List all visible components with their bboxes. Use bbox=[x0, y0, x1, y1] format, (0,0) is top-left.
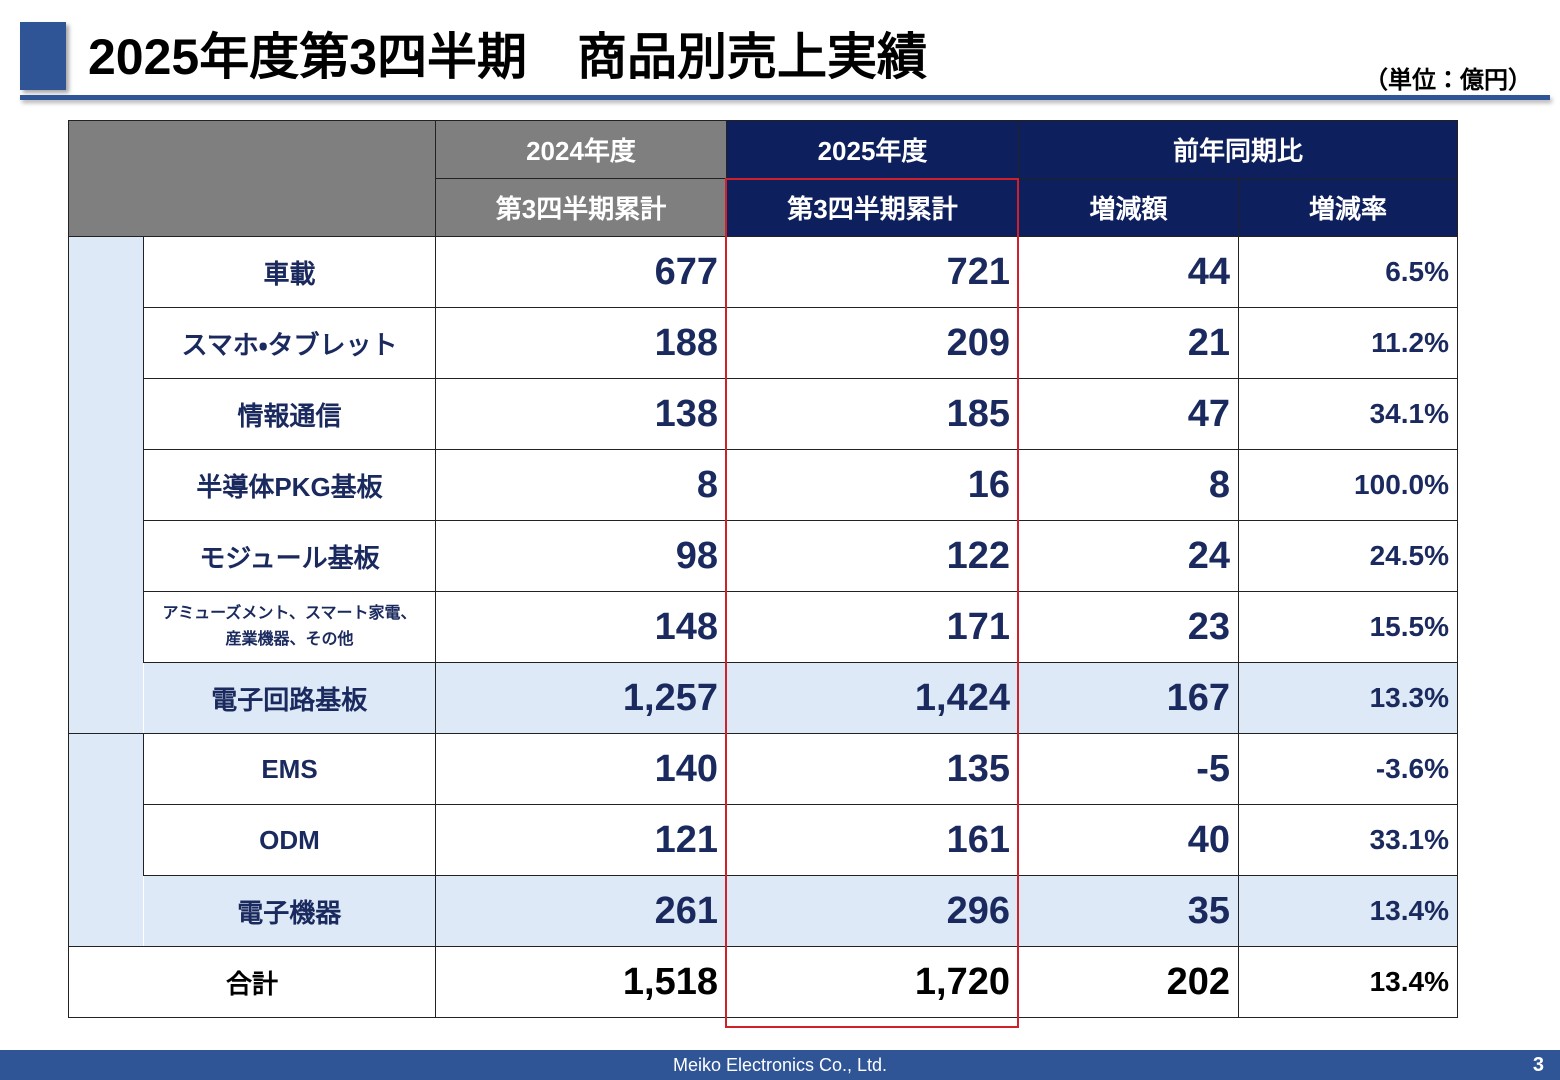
row-label: モジュール基板 bbox=[143, 520, 436, 592]
row-label: 半導体PKG基板 bbox=[143, 449, 436, 521]
table-row: ODM 121 161 40 33.1% bbox=[69, 804, 1459, 876]
amount-cell: 35 bbox=[1018, 875, 1239, 947]
row-label: スマホ・タブレット bbox=[143, 307, 436, 379]
rate-cell: 6.5% bbox=[1237, 236, 1459, 308]
unit-note: （単位：億円） bbox=[1364, 67, 1532, 94]
column-header: 第3四半期累計 bbox=[435, 178, 727, 237]
amount-cell: 47 bbox=[1018, 378, 1239, 450]
row-label: ODM bbox=[143, 804, 436, 876]
amount-cell: 122 bbox=[726, 520, 1019, 592]
row-label: 電子機器 bbox=[143, 875, 436, 947]
amount-cell: 296 bbox=[726, 875, 1019, 947]
amount-cell: 40 bbox=[1018, 804, 1239, 876]
amount-cell: 135 bbox=[726, 733, 1019, 805]
amount-cell: 1,424 bbox=[726, 662, 1019, 734]
group-cell bbox=[68, 236, 144, 734]
row-label: アミューズメント、スマート家電、 産業機器、その他 bbox=[143, 591, 436, 663]
amount-cell: 161 bbox=[726, 804, 1019, 876]
amount-cell: 1,257 bbox=[435, 662, 727, 734]
slide-title: 2025年度第3四半期 商品別売上実績 bbox=[88, 29, 928, 85]
amount-cell: 209 bbox=[726, 307, 1019, 379]
amount-cell: 138 bbox=[435, 378, 727, 450]
company-name: Meiko Electronics Co., Ltd. bbox=[672, 1055, 888, 1075]
title-marker bbox=[20, 22, 66, 90]
rate-cell: 100.0% bbox=[1237, 449, 1459, 521]
rate-cell: 15.5% bbox=[1237, 591, 1459, 663]
table-row: モジュール基板 98 122 24 24.5% bbox=[69, 520, 1459, 592]
amount-cell: 167 bbox=[1018, 662, 1239, 734]
amount-cell: 188 bbox=[435, 307, 727, 379]
amount-cell: 8 bbox=[435, 449, 727, 521]
amount-cell: 261 bbox=[435, 875, 727, 947]
column-header: 2024年度 bbox=[435, 120, 727, 179]
table-row: 2024年度 2025年度 前年同期比 bbox=[68, 120, 1459, 237]
amount-cell: 171 bbox=[726, 591, 1019, 663]
column-header: 増減額 bbox=[1018, 178, 1239, 237]
group-cell bbox=[68, 733, 144, 947]
row-label: EMS bbox=[143, 733, 436, 805]
column-header: 第3四半期累計 bbox=[726, 178, 1019, 237]
row-label: 電子回路基板 bbox=[143, 662, 436, 734]
amount-cell: 16 bbox=[726, 449, 1019, 521]
rate-cell: 11.2% bbox=[1237, 307, 1459, 379]
table-row: 第3四半期累計 第3四半期累計 増減額 増減率 bbox=[69, 178, 1459, 237]
amount-cell: 721 bbox=[726, 236, 1019, 308]
amount-cell: 24 bbox=[1018, 520, 1239, 592]
column-header: 2025年度 bbox=[726, 120, 1019, 179]
amount-cell: -5 bbox=[1018, 733, 1239, 805]
amount-cell: 1,518 bbox=[435, 946, 727, 1018]
page-number: 3 bbox=[1532, 1054, 1544, 1076]
amount-cell: 98 bbox=[435, 520, 727, 592]
amount-cell: 148 bbox=[435, 591, 727, 663]
column-header: 増減率 bbox=[1237, 178, 1459, 237]
table-row: 合計 1,518 1,720 202 13.4% bbox=[68, 946, 1459, 1018]
table-row: アミューズメント、スマート家電、 産業機器、その他 148 171 23 15.5% bbox=[69, 591, 1459, 663]
amount-cell: 44 bbox=[1018, 236, 1239, 308]
amount-cell: 23 bbox=[1018, 591, 1239, 663]
rate-cell: 13.3% bbox=[1237, 662, 1459, 734]
rate-cell: 13.4% bbox=[1237, 875, 1459, 947]
rate-cell: 13.4% bbox=[1237, 946, 1459, 1018]
title-rule bbox=[20, 95, 1550, 100]
amount-cell: 21 bbox=[1018, 307, 1239, 379]
rate-cell: 34.1% bbox=[1237, 378, 1459, 450]
table-row: スマホ・タブレット 188 209 21 11.2% bbox=[69, 307, 1459, 379]
rate-cell: -3.6% bbox=[1237, 733, 1459, 805]
table-row: 電子機器 261 296 35 13.4% bbox=[69, 875, 1459, 947]
amount-cell: 185 bbox=[726, 378, 1019, 450]
footer: Meiko Electronics Co., Ltd. 3 bbox=[0, 1050, 1560, 1080]
table-row: 電子回路基板 1,257 1,424 167 13.3% bbox=[69, 662, 1459, 734]
sales-table: 2024年度 2025年度 前年同期比 第3四半期累計 第3四半期累計 増減額 増減率 車載 6… bbox=[68, 120, 1459, 1018]
row-label: 合計 bbox=[68, 946, 436, 1018]
column-header: 前年同期比 bbox=[1017, 120, 1459, 179]
table-row: 情報通信 138 185 47 34.1% bbox=[69, 378, 1459, 450]
rate-cell: 33.1% bbox=[1237, 804, 1459, 876]
rate-cell: 24.5% bbox=[1237, 520, 1459, 592]
row-label: 車載 bbox=[143, 236, 436, 308]
amount-cell: 121 bbox=[435, 804, 727, 876]
table-row: 車載 677 721 44 6.5% bbox=[68, 236, 1459, 734]
table-row: 半導体PKG基板 8 16 8 100.0% bbox=[69, 449, 1459, 521]
amount-cell: 8 bbox=[1018, 449, 1239, 521]
row-label: 情報通信 bbox=[143, 378, 436, 450]
amount-cell: 202 bbox=[1018, 946, 1239, 1018]
header-corner bbox=[68, 120, 436, 237]
amount-cell: 677 bbox=[435, 236, 727, 308]
amount-cell: 140 bbox=[435, 733, 727, 805]
table-row: EMS 140 135 -5 -3.6% bbox=[68, 733, 1459, 947]
amount-cell: 1,720 bbox=[726, 946, 1019, 1018]
